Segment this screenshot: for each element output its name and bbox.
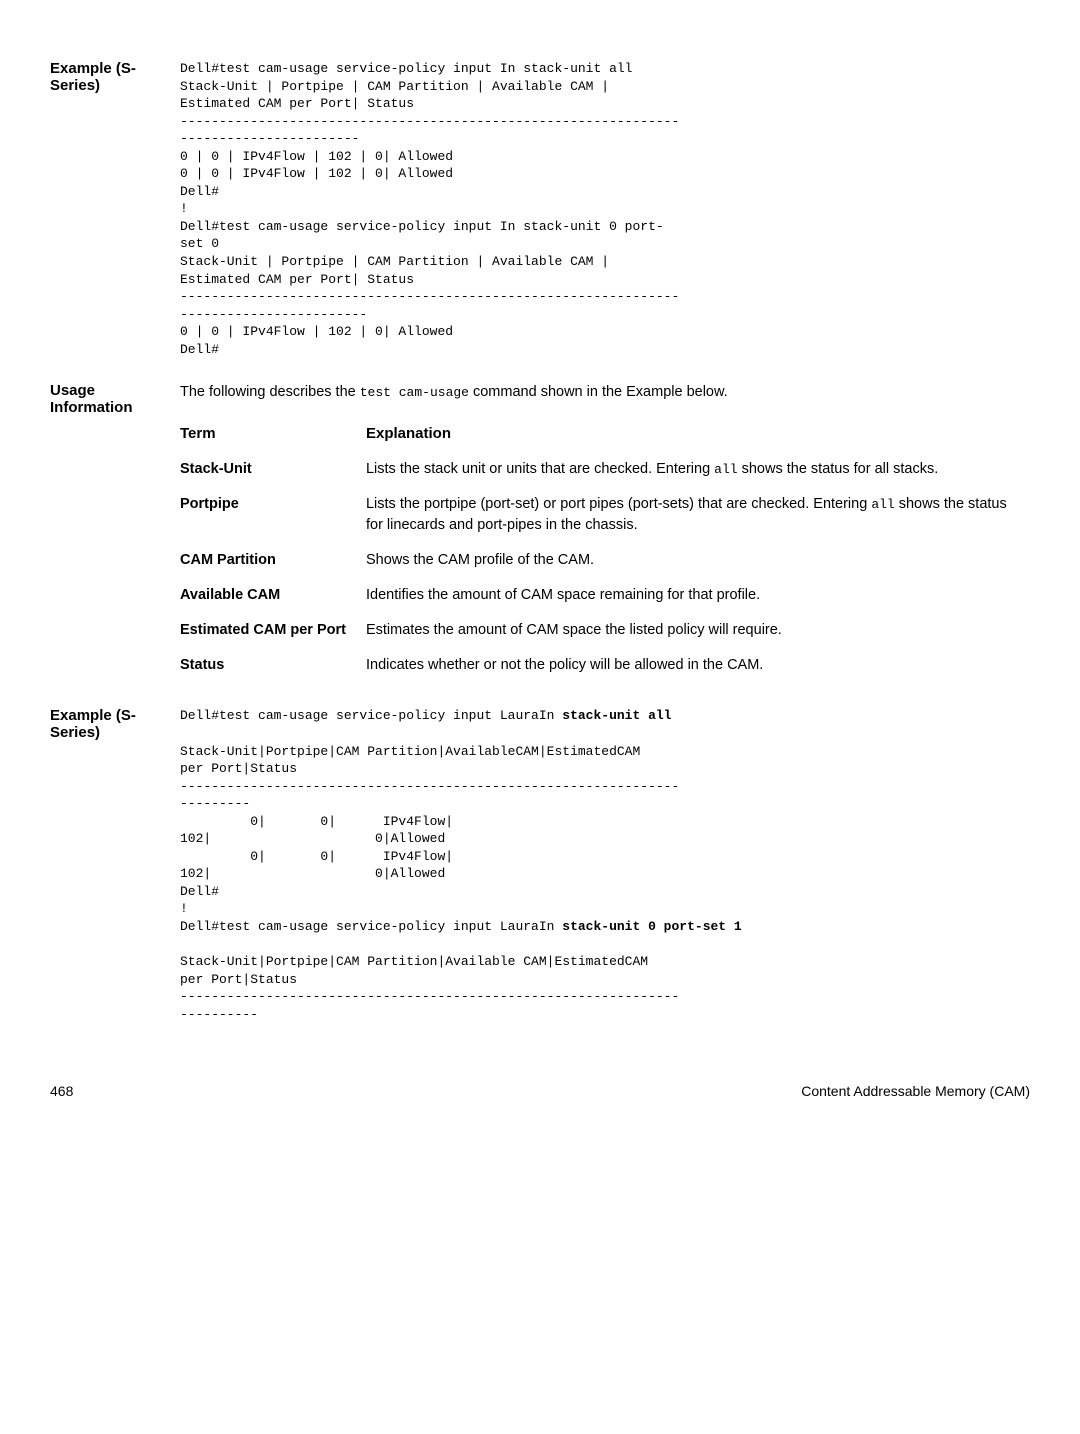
term-cell: Portpipe — [180, 487, 366, 543]
text: command shown in the Example below. — [469, 384, 728, 400]
explanation-cell: Lists the stack unit or units that are c… — [366, 452, 1030, 487]
section-content: Dell#test cam-usage service-policy input… — [180, 707, 1030, 1023]
term-cell: Stack-Unit — [180, 452, 366, 487]
table-row: Portpipe Lists the portpipe (port-set) o… — [180, 487, 1030, 543]
section-label: Example (S-Series) — [50, 707, 180, 1023]
page-footer: 468 Content Addressable Memory (CAM) — [50, 1083, 1030, 1099]
table-row: Available CAM Identifies the amount of C… — [180, 578, 1030, 613]
code-block: Stack-Unit|Portpipe|CAM Partition|Availa… — [180, 743, 1030, 918]
explanation-cell: Lists the portpipe (port-set) or port pi… — [366, 487, 1030, 543]
table-header-row: Term Explanation — [180, 419, 1030, 452]
term-cell: Estimated CAM per Port — [180, 613, 366, 648]
term-cell: CAM Partition — [180, 543, 366, 578]
code-line: Dell#test cam-usage service-policy input… — [180, 707, 1030, 725]
page-number: 468 — [50, 1083, 73, 1099]
term-cell: Available CAM — [180, 578, 366, 613]
header-explanation: Explanation — [366, 419, 1030, 452]
explanation-cell: Estimates the amount of CAM space the li… — [366, 613, 1030, 648]
table-row: Status Indicates whether or not the poli… — [180, 648, 1030, 683]
term-cell: Status — [180, 648, 366, 683]
example-s-series-1: Example (S-Series) Dell#test cam-usage s… — [50, 60, 1030, 358]
text: The following describes the — [180, 384, 360, 400]
code-blank-line — [180, 936, 1030, 954]
definition-table: Term Explanation Stack-Unit Lists the st… — [180, 419, 1030, 683]
section-label: Usage Information — [50, 382, 180, 683]
table-row: CAM Partition Shows the CAM profile of t… — [180, 543, 1030, 578]
usage-intro: The following describes the test cam-usa… — [180, 382, 1030, 403]
section-content: Dell#test cam-usage service-policy input… — [180, 60, 1030, 358]
explanation-cell: Indicates whether or not the policy will… — [366, 648, 1030, 683]
table-row: Estimated CAM per Port Estimates the amo… — [180, 613, 1030, 648]
explanation-cell: Shows the CAM profile of the CAM. — [366, 543, 1030, 578]
inline-code: test cam-usage — [360, 385, 469, 400]
explanation-cell: Identifies the amount of CAM space remai… — [366, 578, 1030, 613]
section-content: The following describes the test cam-usa… — [180, 382, 1030, 683]
code-blank-line — [180, 725, 1030, 743]
code-line: Dell#test cam-usage service-policy input… — [180, 918, 1030, 936]
table-row: Stack-Unit Lists the stack unit or units… — [180, 452, 1030, 487]
code-block: Stack-Unit|Portpipe|CAM Partition|Availa… — [180, 953, 1030, 1023]
section-label: Example (S-Series) — [50, 60, 180, 358]
code-block: Dell#test cam-usage service-policy input… — [180, 60, 1030, 358]
example-s-series-2: Example (S-Series) Dell#test cam-usage s… — [50, 707, 1030, 1023]
header-term: Term — [180, 419, 366, 452]
usage-information: Usage Information The following describe… — [50, 382, 1030, 683]
footer-title: Content Addressable Memory (CAM) — [801, 1083, 1030, 1099]
